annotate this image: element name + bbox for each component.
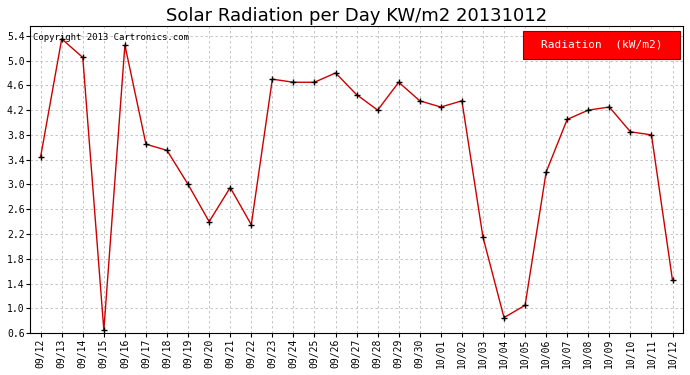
Text: Copyright 2013 Cartronics.com: Copyright 2013 Cartronics.com (33, 33, 189, 42)
Text: Radiation  (kW/m2): Radiation (kW/m2) (541, 40, 662, 50)
Title: Solar Radiation per Day KW/m2 20131012: Solar Radiation per Day KW/m2 20131012 (166, 7, 547, 25)
FancyBboxPatch shape (523, 31, 680, 59)
